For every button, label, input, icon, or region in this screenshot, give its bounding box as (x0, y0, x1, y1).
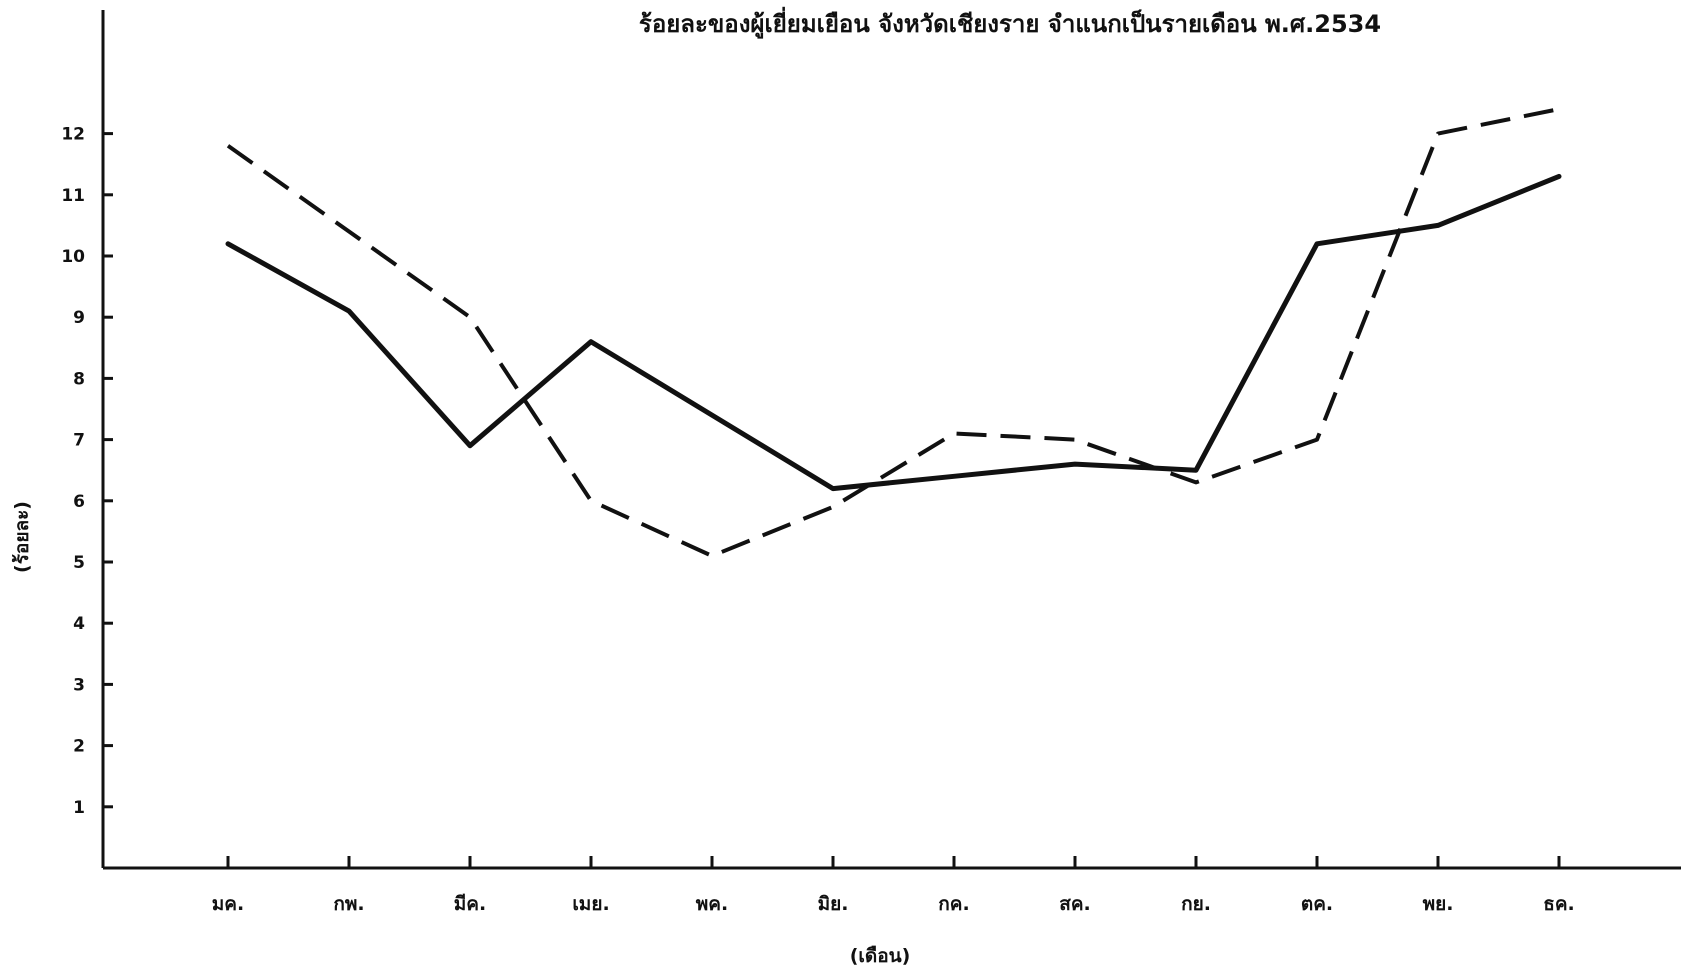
y-axis-label: (ร้อยละ) (11, 501, 33, 573)
y-tick-label: 2 (73, 737, 85, 757)
x-tick-label: กค. (938, 893, 969, 915)
x-tick-label: พค. (696, 893, 728, 915)
y-tick-label: 7 (73, 431, 85, 451)
x-tick-label: มค. (212, 893, 244, 915)
x-tick-label: มีค. (454, 893, 486, 915)
y-tick-label: 1 (73, 798, 85, 818)
x-tick-label: กพ. (333, 893, 364, 915)
y-tick-label: 12 (61, 125, 85, 145)
x-tick-label: มิย. (818, 893, 849, 915)
series-layer (225, 107, 1562, 558)
solid-series-line (225, 173, 1562, 492)
x-tick-label: ธค. (1543, 893, 1575, 915)
y-tick-label: 11 (61, 186, 85, 206)
x-tick-label: สค. (1059, 893, 1091, 915)
x-tick-label: กย. (1181, 893, 1211, 915)
x-axis-label: (เดือน) (850, 945, 911, 967)
x-tick-label: เมย. (572, 893, 609, 915)
y-tick-label: 6 (73, 492, 85, 512)
chart-title: ร้อยละของผู้เยี่ยมเยือน จังหวัดเชียงราย … (639, 6, 1381, 39)
y-tick-label: 9 (73, 308, 85, 328)
x-tick-label: พย. (1423, 893, 1454, 915)
y-tick-label: 10 (61, 247, 85, 267)
y-tick-label: 5 (73, 553, 85, 573)
dashed-series-line (226, 107, 1560, 558)
y-tick-label: 4 (73, 614, 85, 634)
x-axis-ticks: มค. กพ. มีค. เมย. พค. มิย. กค. สค. กย. ตค. พย. ธค. (212, 856, 1575, 915)
y-tick-label: 3 (73, 675, 85, 695)
y-tick-label: 8 (73, 369, 85, 389)
x-tick-label: ตค. (1301, 893, 1333, 915)
